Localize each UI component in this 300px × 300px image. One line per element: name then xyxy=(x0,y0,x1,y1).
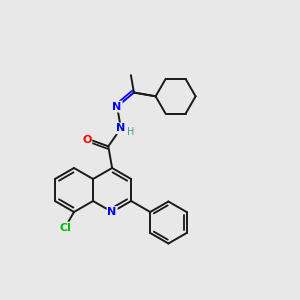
Text: H: H xyxy=(127,127,135,137)
Text: N: N xyxy=(107,207,117,217)
Text: O: O xyxy=(82,135,92,145)
Text: N: N xyxy=(116,123,125,133)
Text: N: N xyxy=(112,102,122,112)
Text: Cl: Cl xyxy=(59,223,71,232)
